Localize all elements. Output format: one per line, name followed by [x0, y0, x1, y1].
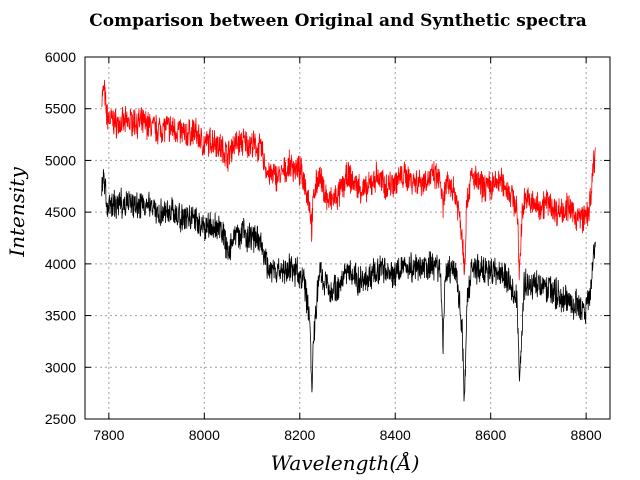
- spectrum-series-line: [101, 79, 596, 281]
- x-axis-label: Wavelength(Å): [271, 450, 420, 475]
- plot-frame: [84, 56, 611, 420]
- y-tick-label: 2500: [45, 411, 76, 427]
- y-tick-label: 4000: [45, 256, 76, 272]
- y-tick-label: 4500: [45, 204, 76, 220]
- spectrum-series-line: [101, 169, 596, 402]
- x-tick-label: 8000: [189, 427, 220, 443]
- x-tick-label: 8600: [475, 427, 506, 443]
- x-tick-label: 7800: [93, 427, 124, 443]
- y-axis-label: Intensity: [5, 167, 29, 258]
- series-layer: [101, 79, 596, 402]
- y-tick-label: 5500: [45, 101, 76, 117]
- x-tick-label: 8200: [284, 427, 315, 443]
- y-tick-label: 3000: [45, 359, 76, 375]
- y-tick-label: 3500: [45, 308, 76, 324]
- y-tick-label: 6000: [45, 49, 76, 65]
- chart-title: Comparison between Original and Syntheti…: [89, 11, 587, 31]
- y-tick-label: 5000: [45, 152, 76, 168]
- grid-lines: [85, 56, 610, 420]
- x-tick-label: 8800: [571, 427, 602, 443]
- axis-ticks: 7800 8000 8200 8400 8600 8800 2500 3000 3500 4000…: [45, 49, 610, 443]
- x-tick-label: 8400: [380, 427, 411, 443]
